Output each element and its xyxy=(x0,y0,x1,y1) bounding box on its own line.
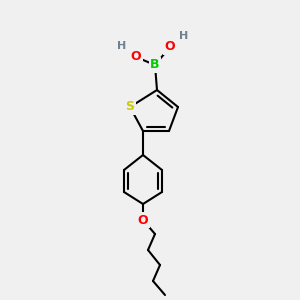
Text: B: B xyxy=(150,58,160,71)
Text: O: O xyxy=(165,40,175,53)
Text: S: S xyxy=(125,100,134,113)
Text: H: H xyxy=(117,40,127,52)
Text: H: H xyxy=(117,41,127,51)
Text: O: O xyxy=(131,50,141,64)
Text: H: H xyxy=(179,31,189,41)
Text: O: O xyxy=(138,214,148,226)
Text: H: H xyxy=(179,29,189,43)
